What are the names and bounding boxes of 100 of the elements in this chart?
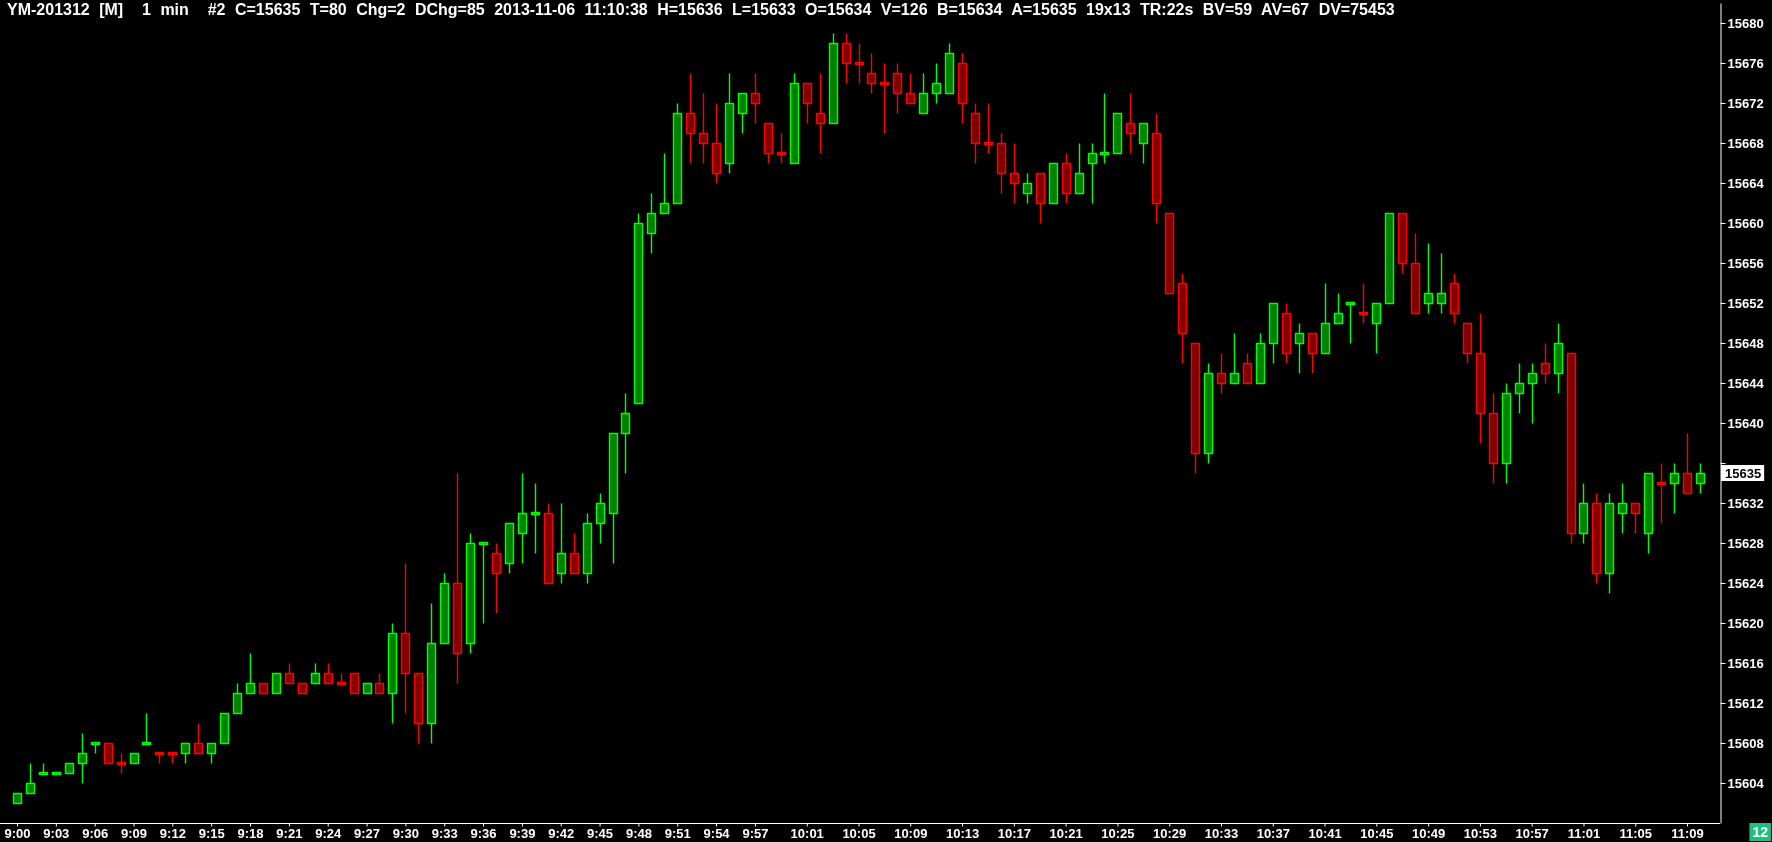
candlestick [737,92,748,135]
x-tick-label: 9:30 [392,825,419,841]
candlestick [284,662,295,685]
candlestick [595,492,606,545]
candlestick [685,72,696,165]
candlestick [1643,472,1654,555]
candlestick [452,472,463,685]
x-tick-label: 10:13 [945,825,980,841]
candlestick [1035,172,1046,225]
candlestick [64,762,75,775]
candlestick [789,72,800,165]
x-tick-label: 11:05 [1619,825,1653,841]
candlestick [1371,302,1382,355]
candlestick [1061,152,1072,205]
candlestick [1384,212,1395,305]
candlestick [1074,142,1085,195]
candlestick [724,72,735,175]
candlestick [1333,292,1344,325]
x-tick-label: 10:37 [1256,825,1290,841]
y-tick-label: 15652 [1727,295,1764,311]
candlestick [1242,352,1253,385]
candlestick [154,751,165,765]
candlestick [1358,282,1369,325]
y-tick-label: 15668 [1727,135,1764,151]
candlestick [672,102,683,205]
x-tick-label: 9:51 [664,825,691,841]
candlestick [841,32,852,85]
candlestick [25,762,36,795]
x-tick-label: 10:21 [1049,825,1083,841]
candlestick [1268,302,1279,365]
candlestick [1475,312,1486,445]
candlestick [271,672,282,695]
candlestick [1695,462,1706,495]
candlestick [141,712,152,746]
x-tick-label: 9:39 [509,825,536,841]
candlestick [180,742,191,765]
candlestick [103,742,114,765]
x-tick-label: 10:49 [1412,825,1446,841]
candlestick [349,672,360,695]
y-tick-label: 15640 [1727,415,1764,431]
candlestick [1125,92,1136,155]
candlestick [892,62,903,115]
x-tick-label: 9:09 [121,825,148,841]
candlestick [1578,482,1589,545]
candlestick [77,732,88,785]
candlestick [206,742,217,765]
x-tick-label: 10:01 [790,825,824,841]
candlestick [517,472,528,565]
candlestick [802,82,813,125]
candlestick [1099,92,1110,165]
y-tick-label: 15612 [1727,695,1764,711]
candlestick [1087,142,1098,205]
candlestick [1255,332,1266,385]
x-tick-label: 9:00 [4,825,31,841]
candlestick [1294,322,1305,375]
x-tick-label: 10:17 [997,825,1031,841]
candlestick [1436,252,1447,315]
candlestick [232,682,243,715]
candlestick [38,762,49,776]
candlestick [543,502,554,585]
x-tick-label: 9:18 [237,825,264,841]
candlestick [1591,492,1602,585]
candlestick [1216,352,1227,395]
x-tick-label: 10:57 [1515,825,1549,841]
candlestick [646,192,657,255]
x-tick-label: 9:57 [742,825,769,841]
candlestick [297,682,308,695]
candlestick [193,722,204,755]
y-tick-label: 15604 [1727,775,1765,791]
y-tick-label: 15644 [1727,375,1765,391]
candlestick [1320,282,1331,355]
candlestick [1540,342,1551,385]
candlestick [426,602,437,745]
candlestick [556,502,567,585]
y-tick-label: 15680 [1727,15,1764,31]
candlestick [1190,342,1201,475]
candlestick [983,102,994,155]
candlestick [879,62,890,135]
candlestick [1462,322,1473,365]
candlestick [465,532,476,655]
candlestick [1048,162,1059,205]
candlestick [387,622,398,725]
x-tick-label: 11:01 [1567,825,1601,841]
candlestick [400,562,411,715]
x-tick-label: 10:25 [1101,825,1135,841]
y-tick-label: 15624 [1727,575,1765,591]
candlestick [1009,142,1020,205]
x-tick-label: 9:03 [43,825,70,841]
candlestick [1669,462,1680,515]
chart-title: YM-201312 [M] 1 min #2 C=15635 T=80 Chg=2 DChg=85 2013-11-06 11:10:38 H=15636 L=15633 O=15634 V=126 B=15634 A=15635 19x13 TR:22s BV=59 AV=67 DV=75453 [7,1,1395,18]
candlestick [957,52,968,125]
text: 12 [1752,824,1769,840]
y-tick-label: 15628 [1727,535,1764,551]
candlestick [1501,382,1512,485]
candlestick [258,682,269,695]
candlestick [854,42,865,85]
candlestick [362,682,373,695]
candlestick [763,122,774,165]
candlestick [1682,432,1693,495]
x-tick-label: 9:54 [703,825,731,841]
